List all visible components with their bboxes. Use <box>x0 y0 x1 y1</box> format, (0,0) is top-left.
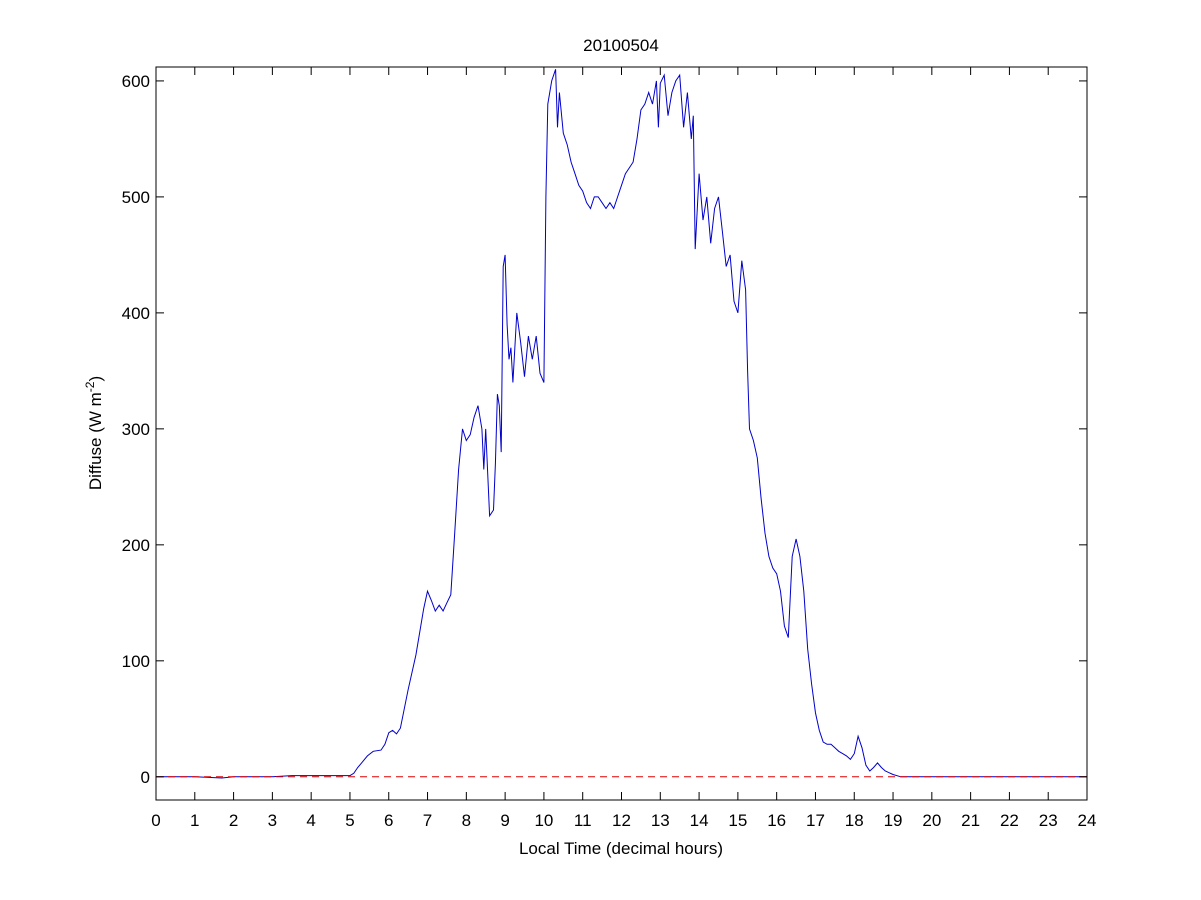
chart-title: 20100504 <box>583 36 659 55</box>
x-tick-label: 7 <box>423 811 432 830</box>
plot-lines <box>156 69 1087 779</box>
x-tick-label: 23 <box>1039 811 1058 830</box>
plot-area <box>156 67 1087 800</box>
x-tick-label: 11 <box>574 811 592 830</box>
x-tick-label: 10 <box>534 811 553 830</box>
x-tick-label: 15 <box>728 811 747 830</box>
x-tick-label: 14 <box>690 811 709 830</box>
x-tick-label: 3 <box>268 811 277 830</box>
x-tick-label: 6 <box>384 811 393 830</box>
y-tick-label: 600 <box>122 72 150 91</box>
x-tick-label: 16 <box>767 811 786 830</box>
x-tick-label: 9 <box>500 811 509 830</box>
x-tick-label: 18 <box>845 811 864 830</box>
y-axis-label: Diffuse (W m-2) <box>83 376 105 490</box>
diffuse-series-line <box>156 69 1087 779</box>
y-tick-label: 100 <box>122 652 150 671</box>
x-tick-label: 24 <box>1078 811 1097 830</box>
y-tick-label: 300 <box>122 420 150 439</box>
x-tick-label: 8 <box>462 811 471 830</box>
y-tick-label: 200 <box>122 536 150 555</box>
x-tick-label: 22 <box>1000 811 1019 830</box>
x-tick-label: 20 <box>922 811 941 830</box>
x-tick-label: 4 <box>306 811 315 830</box>
x-axis: 0 1 2 3 4 5 6 7 8 9 10 11 12 13 14 15 16 17 18 19 20 21 22 23 24 <box>151 67 1096 830</box>
x-tick-label: 12 <box>612 811 631 830</box>
y-axis-label-main: Diffuse (W m <box>86 392 105 490</box>
x-tick-label: 21 <box>961 811 980 830</box>
x-tick-label: 0 <box>151 811 160 830</box>
x-tick-label: 5 <box>345 811 354 830</box>
x-tick-label: 1 <box>190 811 199 830</box>
y-axis: 0 100 200 300 400 500 600 <box>122 72 1087 787</box>
y-tick-label: 400 <box>122 304 150 323</box>
x-tick-label: 13 <box>651 811 670 830</box>
y-tick-label: 0 <box>141 768 150 787</box>
y-tick-label: 500 <box>122 188 150 207</box>
x-axis-label: Local Time (decimal hours) <box>519 839 723 858</box>
x-tick-label: 2 <box>229 811 238 830</box>
y-axis-label-end: ) <box>86 376 105 382</box>
y-axis-label-superscript: -2 <box>83 381 97 392</box>
x-tick-label: 19 <box>884 811 903 830</box>
x-tick-label: 17 <box>806 811 825 830</box>
